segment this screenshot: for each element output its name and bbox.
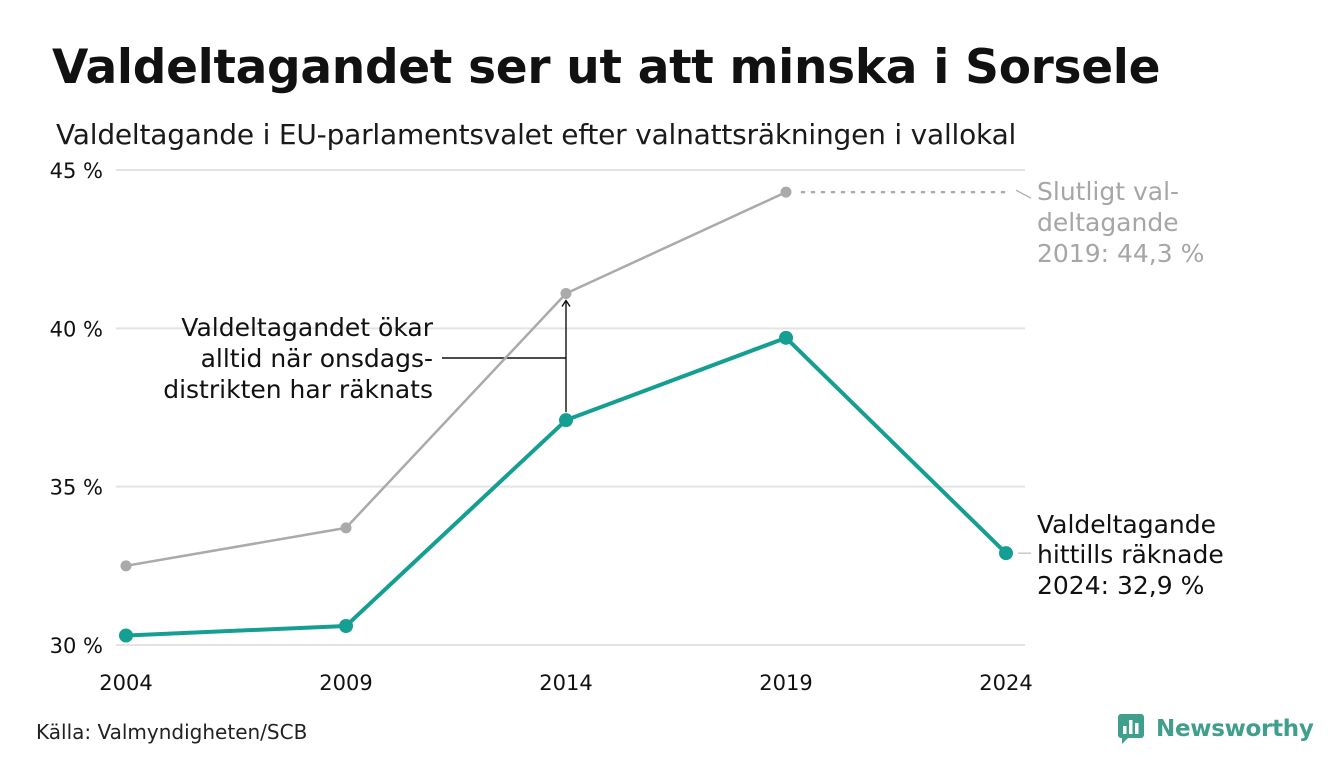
y-tick-label-40: 40 % xyxy=(50,317,103,341)
annotation-connectors xyxy=(442,189,1032,554)
chart-title: Valdeltagandet ser ut att minska i Sorse… xyxy=(52,40,1161,95)
point-final-2019 xyxy=(780,186,792,198)
series-counted xyxy=(119,330,1013,643)
y-tick-label-35: 35 % xyxy=(50,476,103,500)
gridlines xyxy=(116,169,1025,646)
counted-label-line-1: Valdeltagande xyxy=(1037,510,1216,539)
y-tick-label-30: 30 % xyxy=(50,634,103,658)
increase-note-line-2: alltid när onsdags- xyxy=(201,344,433,373)
final-label-line-3: 2019: 44,3 % xyxy=(1037,239,1204,268)
counted-label-line-3: 2024: 32,9 % xyxy=(1037,571,1204,600)
brand-name: Newsworthy xyxy=(1156,716,1314,742)
final-label-line-1: Slutligt val- xyxy=(1037,177,1179,206)
point-final-2014 xyxy=(560,288,572,299)
x-tick-label-2014: 2014 xyxy=(539,671,592,695)
x-tick-label-2004: 2004 xyxy=(99,671,152,695)
chart-subtitle: Valdeltagande i EU-parlamentsvalet efter… xyxy=(56,118,1017,151)
point-counted-2004 xyxy=(119,628,133,643)
increase-note: Valdeltagandet ökar alltid när onsdags- … xyxy=(163,313,433,404)
counted-turnout-label: Valdeltagande hittills räknade 2024: 32,… xyxy=(1037,510,1224,600)
y-tick-label-45: 45 % xyxy=(50,159,103,183)
point-counted-2014 xyxy=(559,413,573,428)
line-chart: 30 % 35 % 40 % 45 % 2004 2009 2014 2019 2024 Sl… xyxy=(50,159,1224,695)
series-line-final xyxy=(125,191,787,568)
x-tick-label-2009: 2009 xyxy=(319,671,372,695)
series xyxy=(119,186,1013,643)
counted-label-line-2: hittills räknade xyxy=(1037,540,1224,569)
increase-note-line-1: Valdeltagandet ökar xyxy=(181,313,433,342)
final-label-tick xyxy=(1015,189,1032,199)
point-final-2009 xyxy=(340,522,352,534)
x-tick-label-2019: 2019 xyxy=(759,671,812,695)
newsworthy-icon xyxy=(1118,714,1144,744)
point-counted-2019 xyxy=(779,330,793,345)
x-tick-label-2024: 2024 xyxy=(979,671,1032,695)
x-axis-ticks: 2004 2009 2014 2019 2024 xyxy=(99,671,1032,695)
final-turnout-label: Slutligt val- deltagande 2019: 44,3 % xyxy=(1037,177,1204,268)
increase-note-line-3: distrikten har räknats xyxy=(163,375,433,404)
source-note: Källa: Valmyndigheten/SCB xyxy=(36,720,308,744)
newsworthy-logo: Newsworthy xyxy=(1118,714,1314,744)
y-axis-ticks: 30 % 35 % 40 % 45 % xyxy=(50,159,103,658)
point-final-2004 xyxy=(120,560,132,572)
point-counted-2024 xyxy=(999,546,1013,561)
series-final xyxy=(120,186,792,572)
point-counted-2009 xyxy=(339,619,353,633)
final-label-line-2: deltagande xyxy=(1037,208,1179,237)
